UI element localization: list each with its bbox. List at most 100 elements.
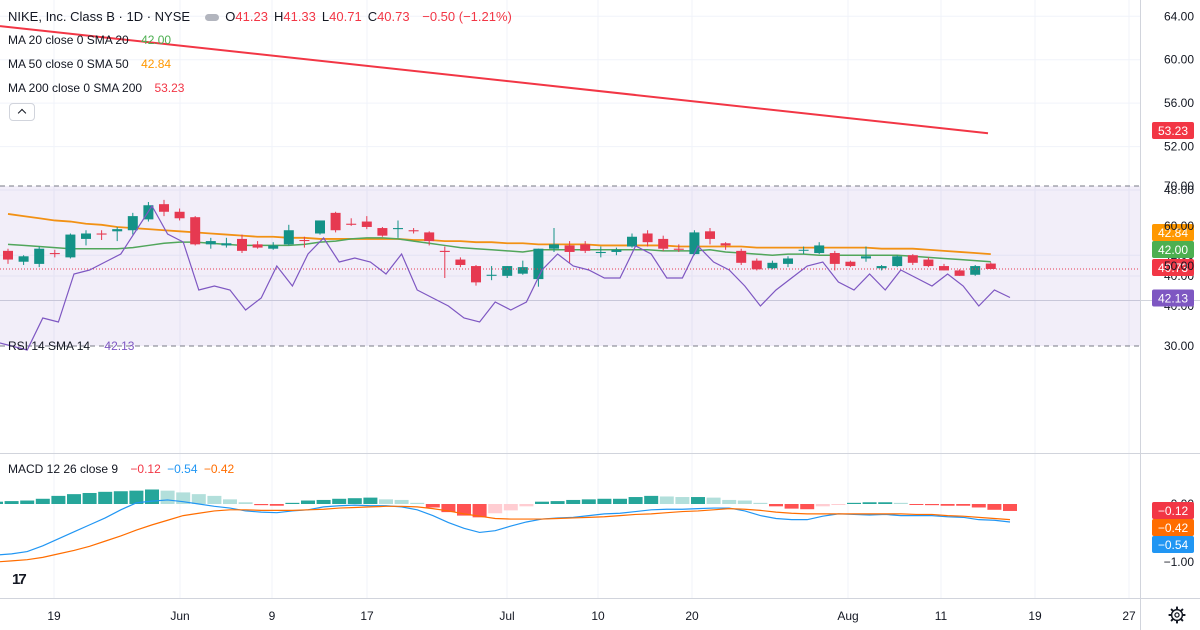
macd-histogram-bar — [457, 504, 471, 516]
macd-hist-tag-bg — [1152, 502, 1194, 519]
candle-body — [3, 250, 13, 260]
candle-body — [783, 258, 793, 264]
macd-histogram-bar — [878, 502, 893, 504]
macd-histogram-bar — [316, 499, 331, 504]
macd-histogram-bar — [441, 504, 456, 513]
candle-body — [439, 250, 450, 252]
candle-body — [34, 248, 45, 264]
macd-histogram-bar — [581, 499, 596, 504]
ma20-legend[interactable]: MA 20 close 0 SMA 20 42.00 — [8, 33, 174, 47]
macd-hist-tag: −0.12 — [1158, 504, 1189, 518]
x-tick-label: Jul — [499, 609, 514, 623]
eye-icon[interactable] — [204, 14, 219, 22]
ohlc-label-c: C — [367, 9, 378, 24]
macd-histogram-bar — [488, 504, 503, 514]
rsi-legend[interactable]: RSI 14 SMA 14 42.13 — [8, 339, 137, 353]
macd-histogram-bar — [987, 504, 1002, 510]
candle-body — [65, 234, 76, 258]
ma200-legend[interactable]: MA 200 close 0 SMA 200 53.23 — [8, 81, 187, 95]
macd-histogram-bar — [769, 504, 783, 507]
macd-histogram-bar — [394, 499, 409, 504]
ma20-legend-label: MA 20 close 0 SMA 20 — [8, 33, 129, 47]
close-price-tag-bg — [1152, 259, 1194, 276]
macd-histogram-bar — [940, 504, 955, 506]
price-axis-label: 48.00 — [1164, 183, 1194, 197]
price-axis-label: 64.00 — [1164, 9, 1194, 23]
macd-histogram-bar — [535, 501, 549, 504]
ma200-legend-label: MA 200 close 0 SMA 200 — [8, 81, 143, 95]
macd-histogram-bar — [379, 499, 393, 504]
macd-histogram-bar — [347, 498, 362, 504]
ma20-legend-value: 42.00 — [141, 33, 172, 47]
candle-body — [720, 243, 731, 246]
ma200-line — [0, 25, 989, 135]
candle-body — [190, 217, 201, 245]
macd-legend-macd: −0.54 — [167, 462, 198, 476]
ohlc-label-l: L — [321, 9, 330, 24]
macd-histogram-group — [0, 489, 1017, 518]
x-tick-label: 19 — [1028, 609, 1042, 623]
ma50-price-tag: 42.84 — [1158, 226, 1188, 240]
macd-histogram-bar — [20, 500, 35, 504]
macd-histogram-bar — [191, 494, 206, 504]
candle-body — [127, 216, 138, 231]
candles-group — [3, 199, 996, 287]
rsi-axis-label: 70.00 — [1164, 179, 1194, 193]
price-axis-label: 56.00 — [1164, 96, 1194, 110]
macd-histogram-bar — [238, 502, 253, 504]
macd-legend-signal: −0.42 — [203, 462, 235, 476]
macd-histogram-bar — [925, 504, 939, 506]
macd-histogram-bar — [909, 504, 924, 505]
macd-legend[interactable]: MACD 12 26 close 9 −0.12 −0.54 −0.42 — [8, 462, 237, 476]
macd-histogram-bar — [691, 497, 705, 504]
candle-body — [486, 274, 497, 276]
macd-histogram-bar — [831, 504, 846, 505]
candle-body — [564, 245, 575, 252]
gear-icon[interactable] — [1168, 606, 1186, 624]
ohlc-value-o: 41.23 — [235, 9, 268, 24]
x-tick-label: 19 — [47, 609, 61, 623]
macd-histogram-bar — [847, 502, 861, 504]
collapse-legend-button[interactable] — [9, 103, 35, 121]
macd-legend-label: MACD 12 26 close 9 — [8, 462, 119, 476]
macd-histogram-bar — [160, 490, 175, 504]
candle-body — [377, 228, 388, 236]
macd-histogram-bar — [862, 502, 877, 504]
candle-body — [907, 255, 918, 263]
macd-histogram-bar — [254, 504, 269, 506]
ma50-legend-label: MA 50 close 0 SMA 50 — [8, 57, 129, 71]
macd-histogram-bar — [659, 496, 674, 504]
candle-body — [985, 263, 996, 269]
x-tick-label: 17 — [360, 609, 374, 623]
ma50-legend[interactable]: MA 50 close 0 SMA 50 42.84 — [8, 57, 174, 71]
ohlc-value-h: 41.33 — [283, 9, 316, 24]
macd-signal-line — [0, 505, 1011, 563]
candle-body — [268, 245, 279, 249]
macd-histogram-bar — [363, 497, 378, 504]
macd-histogram-bar — [269, 504, 284, 506]
ohlc-value-c: 40.73 — [377, 9, 410, 24]
candle-body — [829, 253, 840, 264]
candle-body — [361, 221, 372, 227]
ma20-price-tag: 42.00 — [1158, 243, 1188, 257]
macd-histogram-bar — [98, 491, 113, 504]
ma50-line — [7, 213, 991, 256]
x-tick-label: 20 — [685, 609, 699, 623]
candle-body — [330, 212, 341, 231]
macd-histogram-bar — [410, 502, 425, 504]
candle-body — [642, 233, 653, 243]
rsi-line — [0, 204, 1011, 351]
candle-body — [96, 233, 107, 235]
tradingview-logo-icon[interactable]: 17 — [8, 568, 38, 592]
macd-histogram-bar — [519, 504, 534, 507]
macd-histogram-bar — [207, 495, 222, 504]
rsi-axis-label: 30.00 — [1164, 339, 1194, 353]
macd-histogram-bar — [4, 501, 19, 504]
macd-histogram-bar — [815, 504, 830, 507]
macd-histogram-bar — [706, 497, 721, 504]
ma200-legend-value: 53.23 — [154, 81, 185, 95]
macd-histogram-bar — [35, 498, 50, 504]
macd-histogram-bar — [800, 504, 815, 510]
